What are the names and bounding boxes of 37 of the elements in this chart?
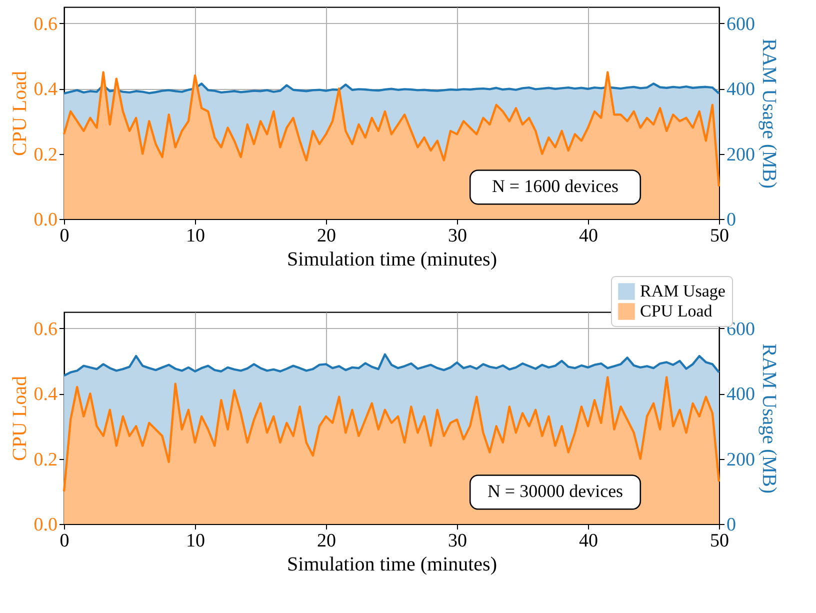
y2-axis-title: RAM Usage (MB) [758,344,780,494]
y2-tick-label: 0 [726,210,736,230]
x-tick-label: 50 [710,226,729,246]
y2-tick-label: 0 [726,514,736,536]
x-tick-label: 40 [579,226,598,246]
y-tick-label: 0.4 [34,384,58,406]
x-axis-title: Simulation time (minutes) [287,248,497,270]
x-tick-label: 10 [186,530,205,552]
y-tick-label: 0.0 [34,514,58,536]
x-tick-label: 30 [448,530,467,552]
x-tick-label: 30 [448,226,467,246]
y-tick-label: 0.6 [34,14,58,35]
x-tick-label: 0 [60,226,70,246]
x-tick-label: 0 [60,530,70,552]
x-tick-label: 20 [317,530,336,552]
y-tick-label: 0.2 [34,449,58,470]
y2-tick-label: 200 [726,449,755,470]
y2-tick-label: 400 [726,384,755,406]
y-axis-title: CPU Load [8,71,31,156]
legend-label: CPU Load [640,302,713,320]
x-tick-label: 50 [710,530,729,552]
y-tick-label: 0.4 [34,79,58,100]
x-axis-title: Simulation time (minutes) [287,554,497,576]
annotation: N = 30000 devices [487,481,624,502]
y2-axis-title: RAM Usage (MB) [758,38,780,188]
y2-tick-label: 600 [726,14,755,35]
legend-label: RAM Usage [640,282,726,300]
x-tick-label: 40 [579,530,598,552]
y-tick-label: 0.0 [34,210,58,230]
y2-tick-label: 400 [726,79,755,100]
x-tick-label: 10 [186,226,205,246]
y-tick-label: 0.6 [34,318,58,340]
x-tick-label: 20 [317,226,336,246]
y-axis-title: CPU Load [8,376,31,461]
annotation: N = 1600 devices [492,176,619,196]
y-tick-label: 0.2 [34,144,58,166]
y2-tick-label: 200 [726,144,755,166]
